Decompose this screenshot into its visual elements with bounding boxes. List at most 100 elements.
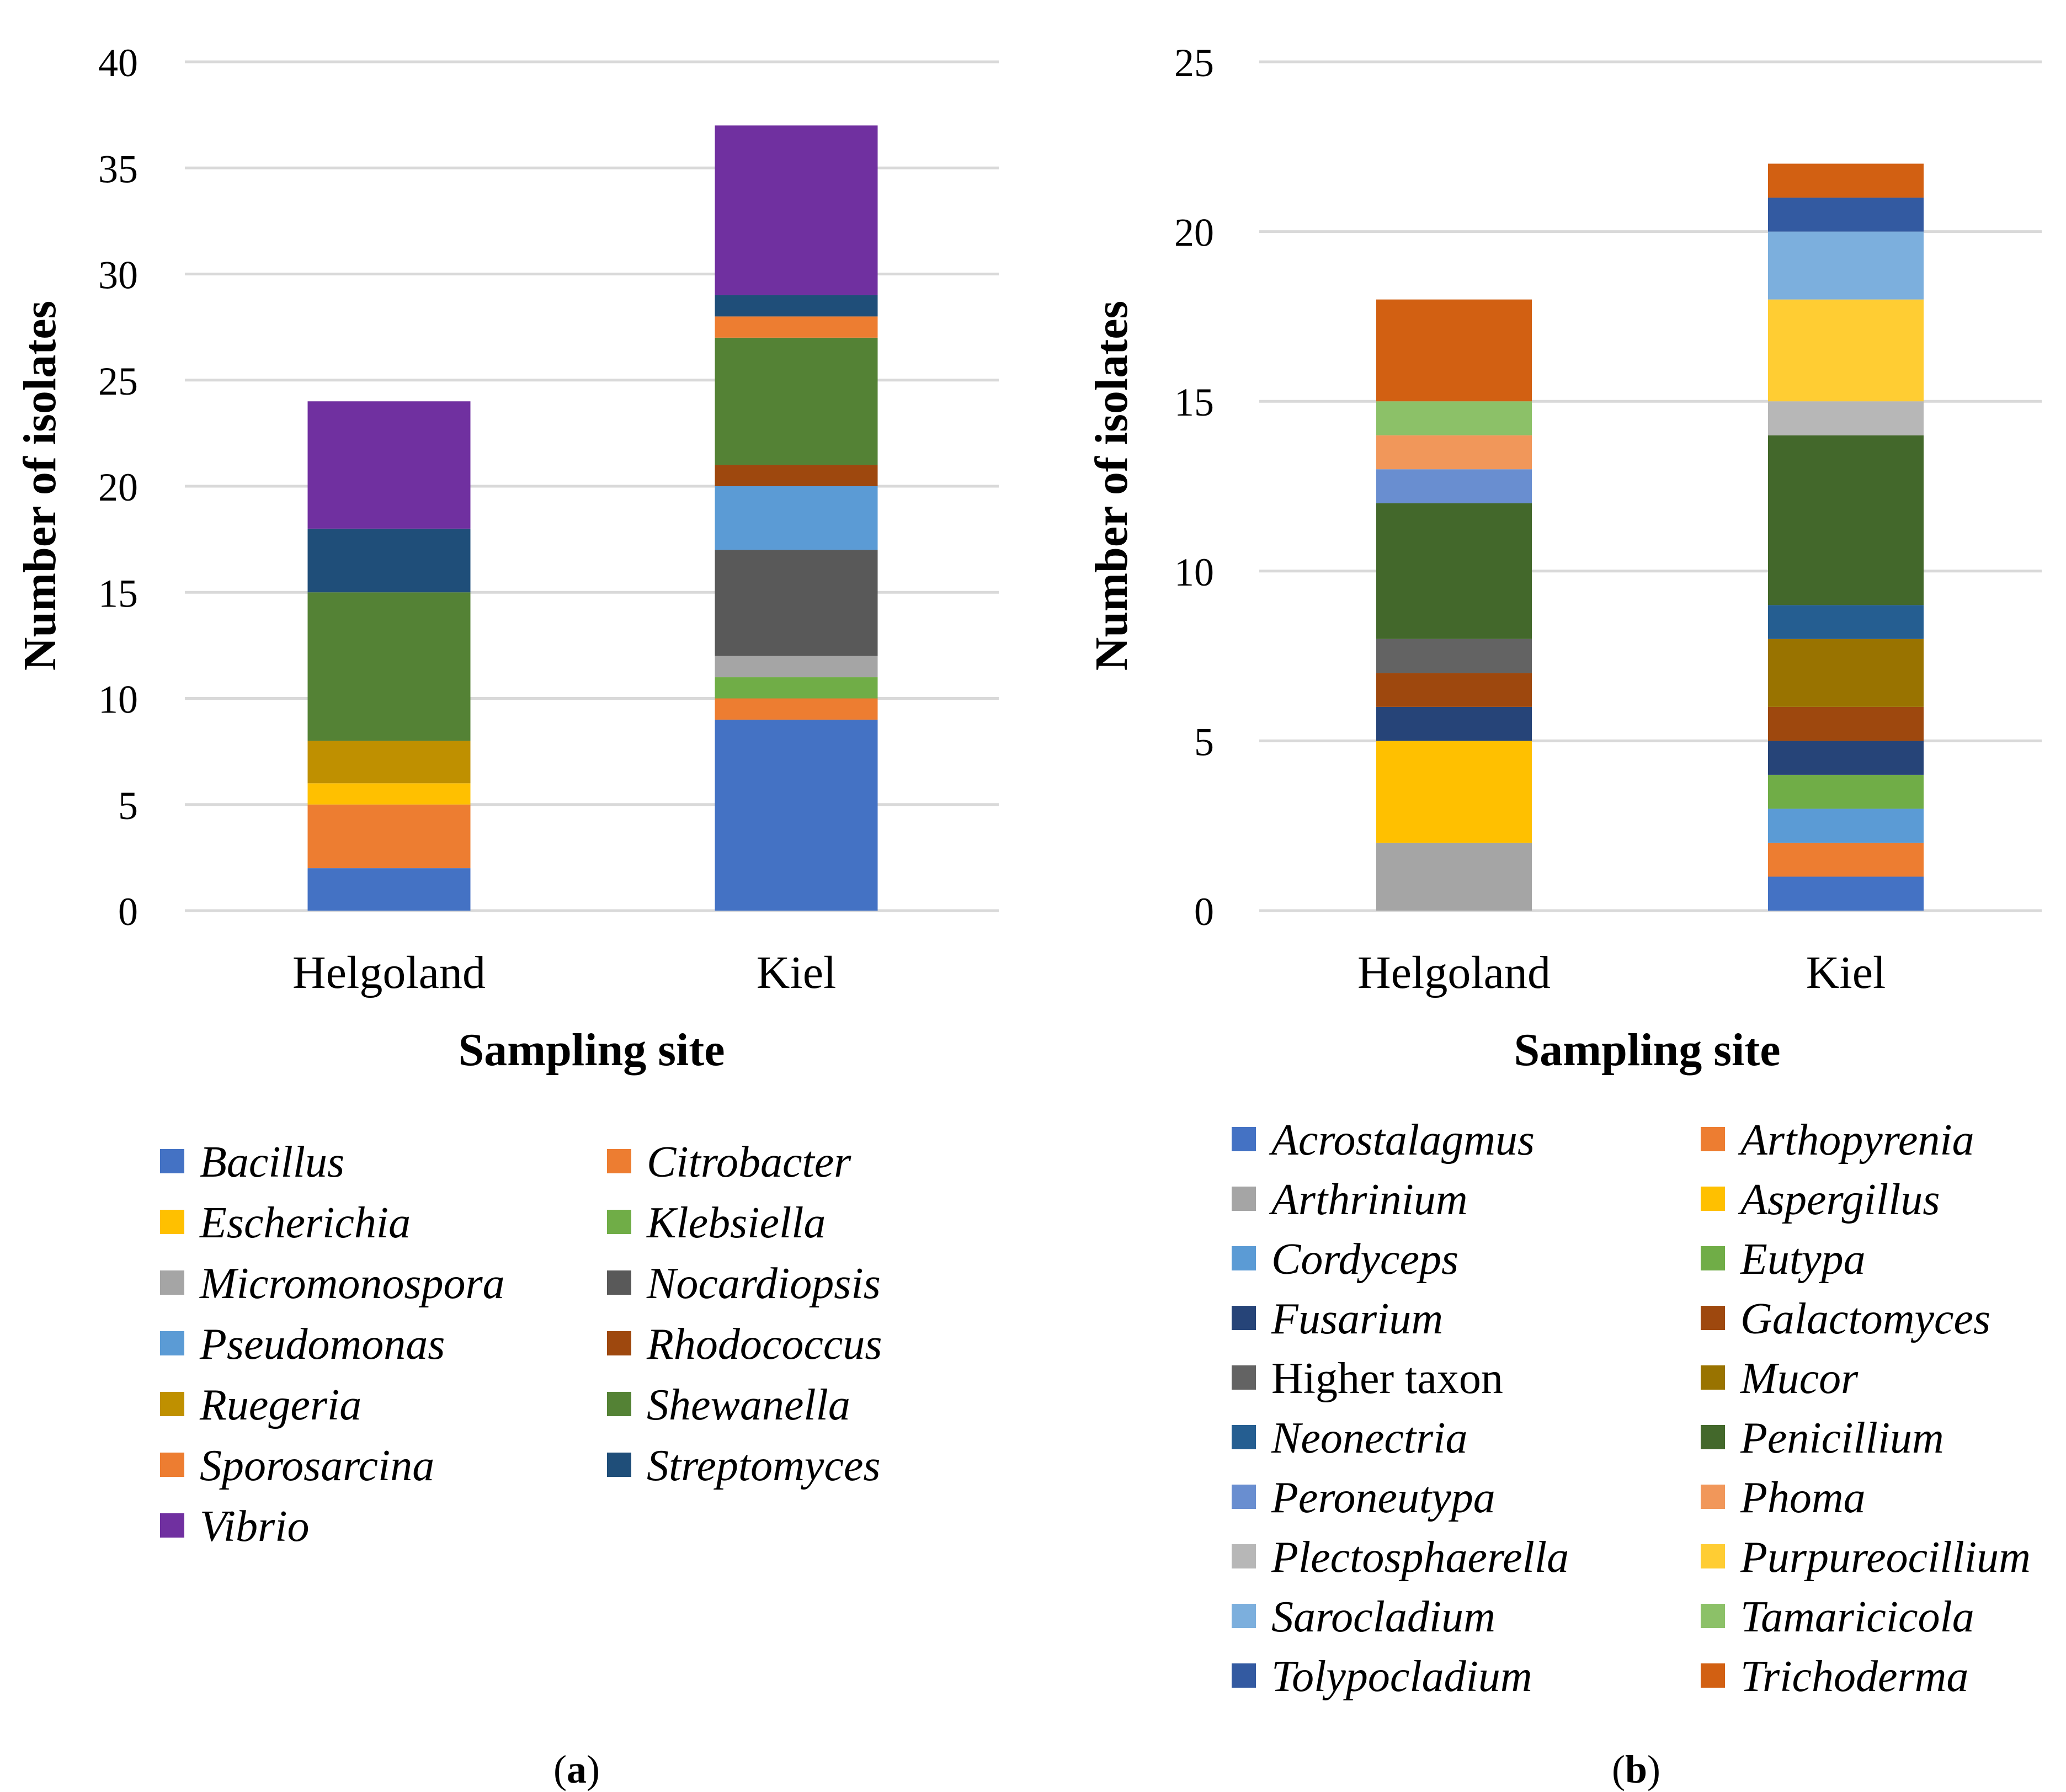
bar-segment-b-kiel-galactomyces bbox=[1768, 706, 1924, 741]
legend-swatch-a-pseudomonas bbox=[160, 1331, 184, 1355]
category-labels-b: Helgoland Kiel bbox=[1357, 947, 1886, 998]
legend-swatch-a-shewanella bbox=[607, 1392, 631, 1416]
legend-label-b-galactomyces: Galactomyces bbox=[1740, 1295, 1990, 1343]
legend-swatch-a-ruegeria bbox=[160, 1392, 184, 1416]
legend-label-b-purpureocillium: Purpureocillium bbox=[1740, 1533, 2031, 1582]
legend-label-b-peroneutypa: Peroneutypa bbox=[1271, 1474, 1495, 1522]
legend-swatch-b-tolypocladium bbox=[1232, 1663, 1256, 1688]
legend-label-b-arthopyrenia: Arthopyrenia bbox=[1738, 1116, 1974, 1164]
bar-segment-b-kiel-sarocladium bbox=[1768, 231, 1924, 300]
bar-segment-a-kiel-streptomyces bbox=[715, 295, 878, 317]
category-label-b-kiel: Kiel bbox=[1806, 947, 1886, 998]
legend-swatch-a-nocardiopsis bbox=[607, 1270, 631, 1295]
bar-segment-b-kiel-trichoderma bbox=[1768, 163, 1924, 198]
bar-segment-a-helgoland-sporosarcina bbox=[307, 804, 471, 869]
legend-swatch-a-klebsiella bbox=[607, 1210, 631, 1234]
legend-label-b-eutypa: Eutypa bbox=[1740, 1235, 1866, 1284]
y-tick-b-5: 5 bbox=[1194, 720, 1214, 764]
legend-label-a-rhodococcus: Rhodococcus bbox=[646, 1320, 882, 1369]
panel-letter-b: b bbox=[1625, 1747, 1647, 1791]
legend-swatch-b-arthopyrenia bbox=[1701, 1127, 1725, 1151]
legend-label-b-aspergillus: Aspergillus bbox=[1738, 1176, 1940, 1224]
bar-segment-b-kiel-eutypa bbox=[1768, 774, 1924, 809]
category-labels-a: Helgoland Kiel bbox=[292, 947, 836, 998]
y-tick-b-20: 20 bbox=[1174, 211, 1214, 255]
legend-swatch-b-mucor bbox=[1701, 1365, 1725, 1390]
legend-label-a-bacillus: Bacillus bbox=[200, 1138, 344, 1187]
legend-swatch-b-penicillium bbox=[1701, 1425, 1725, 1449]
bar-segment-b-kiel-purpureocillium bbox=[1768, 299, 1924, 402]
legend-label-a-vibrio: Vibrio bbox=[200, 1502, 310, 1551]
legend-swatch-b-cordyceps bbox=[1232, 1246, 1256, 1270]
y-tick-b-0: 0 bbox=[1194, 890, 1214, 934]
panel-caption-b: (b) bbox=[1612, 1747, 1660, 1791]
legend-label-b-trichoderma: Trichoderma bbox=[1740, 1652, 1968, 1701]
panel-caption-a: (a) bbox=[553, 1747, 600, 1791]
y-axis-label-b: Number of isolates bbox=[1086, 301, 1137, 671]
y-tick-a-30: 30 bbox=[98, 253, 138, 297]
legend-swatch-b-purpureocillium bbox=[1701, 1544, 1725, 1568]
legend-label-a-ruegeria: Ruegeria bbox=[199, 1381, 361, 1429]
legend-swatch-b-higher-taxon bbox=[1232, 1365, 1256, 1390]
legend-label-b-higher-taxon: Higher taxon bbox=[1271, 1354, 1503, 1403]
legend-label-b-neonectria: Neonectria bbox=[1271, 1414, 1467, 1463]
bar-segment-b-helgoland-trichoderma bbox=[1376, 299, 1532, 402]
y-axis-label-a: Number of isolates bbox=[14, 301, 66, 671]
legend-label-a-sporosarcina: Sporosarcina bbox=[200, 1442, 434, 1490]
bars-b bbox=[1376, 163, 1924, 911]
y-tick-labels-b: 0 5 10 15 20 25 bbox=[1174, 41, 1214, 934]
y-tick-a-15: 15 bbox=[98, 571, 138, 615]
legend-label-a-micromonospora: Micromonospora bbox=[199, 1259, 505, 1308]
chart-panel-b: 0 5 10 15 20 25 Helgoland Kiel Number of isola… bbox=[1086, 41, 2042, 1791]
bar-segment-a-kiel-nocardiopsis bbox=[715, 550, 878, 656]
legend-swatch-a-micromonospora bbox=[160, 1270, 184, 1295]
legend-label-b-arthrinium: Arthrinium bbox=[1269, 1176, 1468, 1224]
legend-swatch-b-trichoderma bbox=[1701, 1663, 1725, 1688]
legend-label-b-fusarium: Fusarium bbox=[1271, 1295, 1443, 1343]
bar-segment-b-helgoland-tamaricicola bbox=[1376, 401, 1532, 435]
legend-label-a-escherichia: Escherichia bbox=[199, 1199, 411, 1247]
legend-swatch-b-acrostalagmus bbox=[1232, 1127, 1256, 1151]
legend-label-b-mucor: Mucor bbox=[1740, 1354, 1859, 1403]
bar-segment-b-helgoland-penicillium bbox=[1376, 503, 1532, 639]
bar-segment-a-kiel-rhodococcus bbox=[715, 465, 878, 486]
y-tick-b-10: 10 bbox=[1174, 550, 1214, 594]
bar-segment-b-kiel-penicillium bbox=[1768, 435, 1924, 605]
legend-a: Bacillus Citrobacter Escherichia Klebsiella… bbox=[160, 1138, 882, 1551]
bar-segment-b-helgoland-higher-taxon bbox=[1376, 639, 1532, 673]
bar-segment-b-helgoland-fusarium bbox=[1376, 706, 1532, 741]
bar-segment-a-kiel-vibrio bbox=[715, 125, 878, 295]
legend-swatch-b-fusarium bbox=[1232, 1306, 1256, 1330]
legend-label-b-cordyceps: Cordyceps bbox=[1271, 1235, 1458, 1284]
category-label-a-helgoland: Helgoland bbox=[292, 947, 486, 998]
y-tick-labels-a: 0 5 10 15 20 25 30 35 40 bbox=[98, 41, 138, 934]
legend-swatch-a-vibrio bbox=[160, 1513, 184, 1538]
y-tick-a-40: 40 bbox=[98, 41, 138, 85]
legend-swatch-a-escherichia bbox=[160, 1210, 184, 1234]
legend-b: Acrostalagmus Arthopyrenia Arthrinium Asper… bbox=[1232, 1116, 2031, 1701]
legend-swatch-b-peroneutypa bbox=[1232, 1485, 1256, 1509]
y-tick-a-0: 0 bbox=[118, 890, 138, 934]
legend-swatch-a-rhodococcus bbox=[607, 1331, 631, 1355]
legend-swatch-a-citrobacter bbox=[607, 1149, 631, 1173]
bars-a bbox=[307, 125, 878, 911]
bar-segment-a-kiel-klebsiella bbox=[715, 677, 878, 699]
bar-segment-a-helgoland-vibrio bbox=[307, 401, 471, 529]
bar-segment-a-kiel-pseudomonas bbox=[715, 486, 878, 550]
legend-label-a-pseudomonas: Pseudomonas bbox=[199, 1320, 445, 1369]
bar-segment-b-kiel-tolypocladium bbox=[1768, 198, 1924, 232]
bar-segment-b-kiel-acrostalagmus bbox=[1768, 876, 1924, 911]
legend-label-a-streptomyces: Streptomyces bbox=[647, 1442, 881, 1490]
bar-segment-b-helgoland-peroneutypa bbox=[1376, 469, 1532, 503]
x-axis-label-b: Sampling site bbox=[1514, 1024, 1780, 1076]
bar-segment-b-kiel-fusarium bbox=[1768, 741, 1924, 775]
legend-label-a-citrobacter: Citrobacter bbox=[647, 1138, 851, 1187]
legend-label-b-acrostalagmus: Acrostalagmus bbox=[1269, 1116, 1535, 1164]
bar-segment-b-helgoland-phoma bbox=[1376, 435, 1532, 470]
y-tick-a-20: 20 bbox=[98, 465, 138, 509]
panel-letter-a: a bbox=[567, 1747, 587, 1791]
legend-swatch-b-plectosphaerella bbox=[1232, 1544, 1256, 1568]
legend-label-b-plectosphaerella: Plectosphaerella bbox=[1271, 1533, 1569, 1582]
bar-segment-a-kiel-shewanella bbox=[715, 337, 878, 465]
